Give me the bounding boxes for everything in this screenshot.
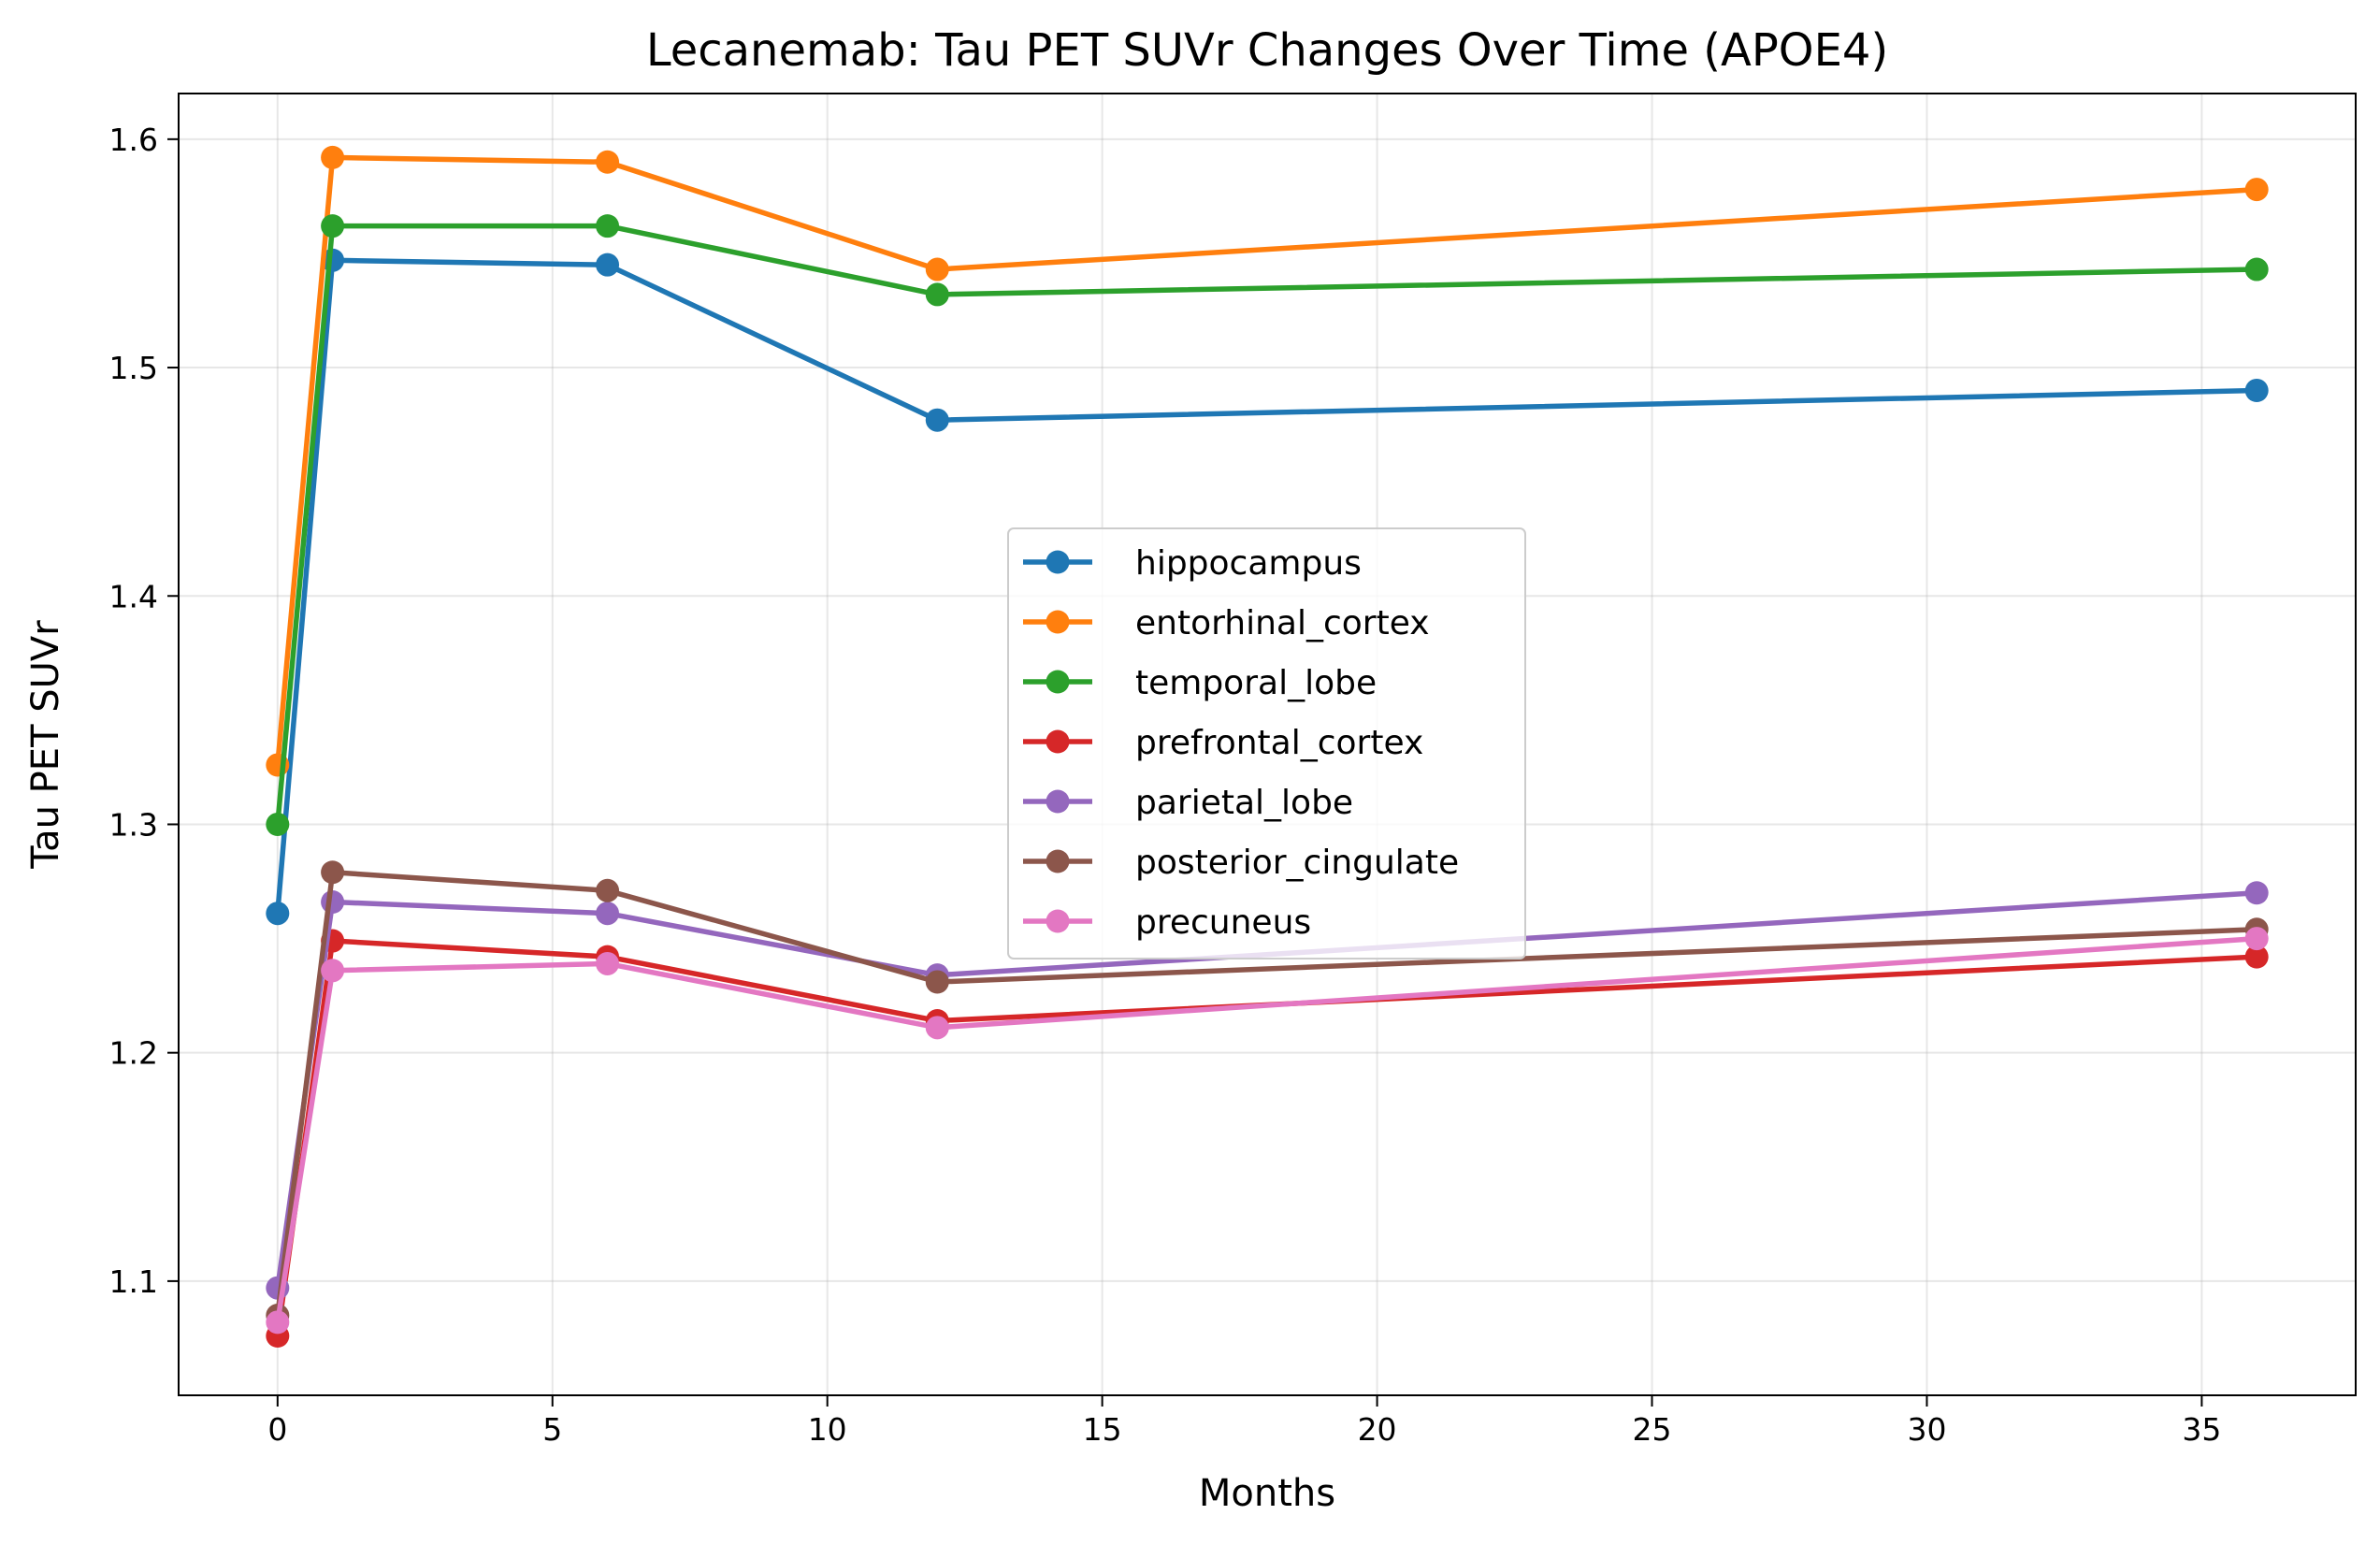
legend-entry: precuneus (1023, 903, 1311, 942)
data-point (266, 812, 290, 836)
data-point (925, 1016, 949, 1040)
data-point (925, 282, 949, 307)
legend-label: posterior_cingulate (1135, 844, 1459, 882)
data-point (2244, 945, 2269, 969)
data-point (596, 214, 620, 238)
data-point (925, 970, 949, 994)
series-temporal-lobe (266, 214, 2269, 836)
x-tick-label: 35 (2182, 1411, 2221, 1448)
legend-label: parietal_lobe (1135, 784, 1353, 822)
legend-entry: entorhinal_cortex (1023, 604, 1430, 642)
series-hippocampus (266, 248, 2269, 926)
plot-frame (178, 93, 2357, 1396)
data-point (321, 145, 345, 169)
legend-marker (1046, 729, 1070, 754)
data-point (2244, 881, 2269, 905)
legend-label: precuneus (1135, 903, 1311, 942)
data-point (2244, 927, 2269, 951)
data-point (2244, 378, 2269, 402)
x-tick-label: 15 (1083, 1411, 1122, 1448)
legend-marker (1046, 849, 1070, 873)
data-point (596, 951, 620, 975)
y-axis-label: Tau PET SUVr (24, 620, 67, 870)
legend-marker (1046, 550, 1070, 574)
legend-entry: hippocampus (1023, 544, 1362, 583)
data-point (266, 902, 290, 926)
data-point (596, 878, 620, 902)
data-point (266, 1310, 290, 1335)
legend-label: hippocampus (1135, 544, 1362, 583)
data-point (596, 902, 620, 926)
data-point (925, 408, 949, 432)
y-tick-label: 1.5 (109, 350, 158, 386)
legend-label: prefrontal_cortex (1135, 724, 1423, 762)
data-point (321, 214, 345, 238)
data-point (2244, 257, 2269, 281)
x-tick-label: 0 (267, 1411, 287, 1448)
legend-label: temporal_lobe (1135, 664, 1377, 702)
data-point (321, 860, 345, 885)
data-point (321, 959, 345, 983)
data-point (596, 253, 620, 277)
legend-entry: prefrontal_cortex (1023, 724, 1423, 762)
legend-entry: posterior_cingulate (1023, 844, 1459, 882)
legend-marker (1046, 610, 1070, 634)
legend-marker (1046, 909, 1070, 933)
y-tick-label: 1.1 (109, 1263, 158, 1300)
x-tick-label: 20 (1358, 1411, 1397, 1448)
legend-marker (1046, 670, 1070, 694)
y-tick-label: 1.6 (109, 122, 158, 158)
legend-entry: parietal_lobe (1023, 784, 1353, 822)
x-tick-label: 5 (542, 1411, 562, 1448)
ticks-layer: 0 5 10 15 20 25 30 35 1.1 1.2 1.3 1.4 1.5 1.6 (109, 122, 2222, 1448)
y-tick-label: 1.2 (109, 1035, 158, 1072)
data-point (596, 150, 620, 174)
x-tick-label: 10 (808, 1411, 847, 1448)
chart-title: Lecanemab: Tau PET SUVr Changes Over Tim… (646, 24, 1888, 77)
legend-label: entorhinal_cortex (1135, 604, 1430, 642)
legend: hippocampus entorhinal_cortex temporal_lob… (1007, 527, 1526, 960)
series-precuneus (266, 927, 2269, 1335)
data-point (321, 890, 345, 915)
x-tick-label: 25 (1633, 1411, 1672, 1448)
legend-entry: temporal_lobe (1023, 664, 1377, 702)
y-tick-label: 1.3 (109, 806, 158, 843)
data-point (925, 257, 949, 281)
y-tick-label: 1.4 (109, 578, 158, 614)
x-tick-label: 30 (1907, 1411, 1946, 1448)
series-layer (266, 145, 2269, 1349)
legend-marker (1046, 789, 1070, 814)
x-axis-label: Months (1199, 1472, 1335, 1515)
legend-box (1007, 527, 1526, 960)
data-point (2244, 178, 2269, 202)
